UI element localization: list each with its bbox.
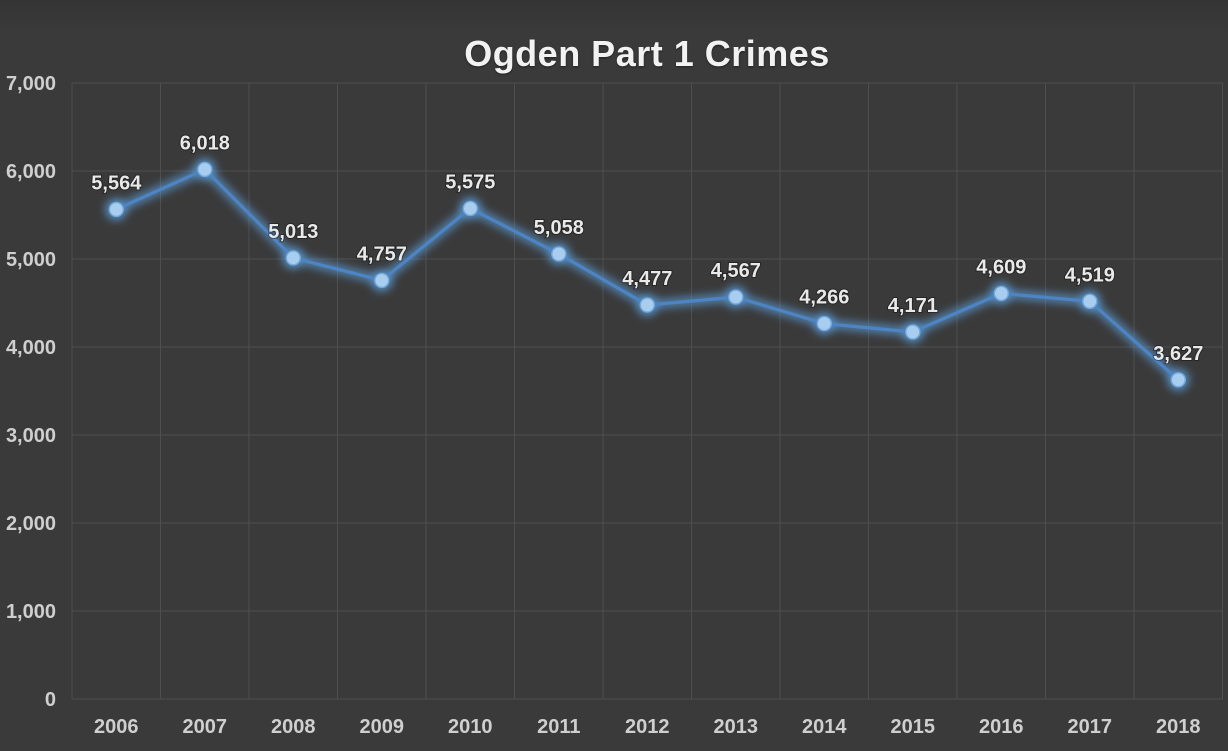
y-axis-tick-label: 0	[45, 689, 56, 711]
gridlines	[71, 82, 1223, 700]
data-label: 4,266	[799, 287, 849, 309]
data-point-marker	[728, 289, 744, 305]
data-point-marker	[374, 272, 390, 289]
data-labels: 5,564 6,018 5,013 4,757 5,575 5,058 4,477 4,567…	[90, 131, 1204, 365]
y-axis-tick-label: 1,000	[6, 601, 56, 623]
data-point-marker	[197, 161, 213, 178]
data-point-markers	[108, 161, 1187, 388]
data-label: 5,013	[268, 221, 318, 243]
x-axis-tick-label: 2014	[802, 716, 847, 738]
chart-title: Ogden Part 1 Crimes	[464, 33, 830, 74]
data-label: 5,575	[445, 171, 495, 193]
data-label: 4,519	[1065, 264, 1115, 286]
y-axis-tick-label: 6,000	[6, 161, 56, 183]
y-axis-tick-label: 4,000	[6, 337, 56, 359]
x-axis-tick-label: 2006	[94, 716, 139, 738]
data-point-marker	[462, 200, 478, 217]
x-axis-tick-label: 2009	[360, 716, 405, 738]
data-label: 4,477	[622, 268, 672, 290]
x-axis-tick-label: 2017	[1068, 716, 1113, 738]
data-point-marker	[639, 297, 655, 313]
y-axis-tick-label: 7,000	[6, 73, 56, 95]
data-label: 5,564	[91, 172, 142, 194]
data-label: 4,567	[711, 260, 761, 282]
x-axis-tick-label: 2012	[625, 716, 670, 738]
data-point-marker	[1082, 293, 1098, 309]
x-axis-tick-label: 2008	[271, 716, 316, 738]
data-label: 4,609	[976, 256, 1026, 278]
x-axis-tick-label: 2013	[714, 716, 759, 738]
x-axis-tick-label: 2018	[1156, 716, 1201, 738]
data-label: 6,018	[180, 132, 230, 154]
data-point-marker	[1170, 372, 1187, 388]
x-axis-tick-label: 2007	[183, 716, 228, 738]
data-label: 4,757	[357, 243, 407, 265]
data-point-marker	[993, 285, 1009, 302]
data-label: 3,627	[1153, 343, 1203, 365]
data-point-marker	[285, 250, 301, 266]
x-axis-tick-label: 2015	[891, 716, 936, 738]
data-label: 5,058	[534, 217, 584, 239]
y-axis-tick-label: 2,000	[6, 513, 56, 535]
data-point-marker	[108, 201, 125, 218]
data-label: 4,171	[888, 295, 938, 317]
axis-labels: 0 1,000 2,000 3,000 4,000 5,000 6,000 7,000 2006…	[6, 73, 1201, 738]
x-axis-tick-label: 2011	[537, 716, 580, 738]
data-point-marker	[905, 324, 921, 340]
data-point-marker	[551, 246, 567, 262]
x-axis-tick-label: 2016	[979, 716, 1024, 738]
y-axis-tick-label: 5,000	[6, 249, 56, 271]
x-axis-tick-label: 2010	[448, 716, 493, 738]
data-point-marker	[816, 315, 832, 332]
y-axis-tick-label: 3,000	[6, 425, 56, 447]
